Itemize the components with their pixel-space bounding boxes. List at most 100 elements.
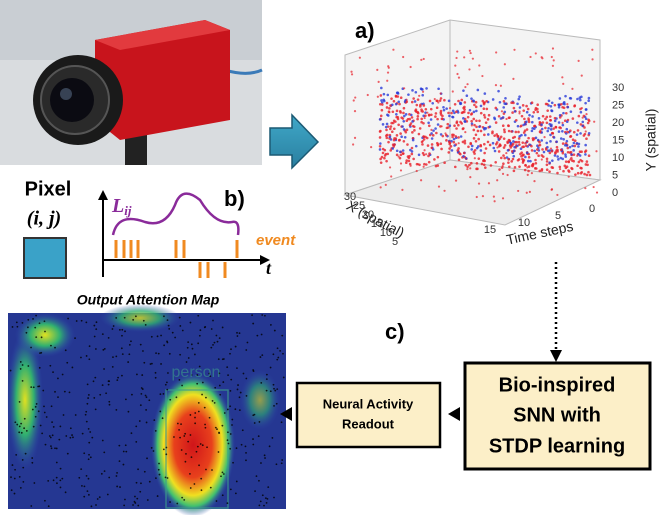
event-point	[589, 174, 592, 177]
event-dot	[227, 409, 229, 411]
event-dot	[44, 500, 46, 502]
event-dot	[235, 346, 237, 348]
event-dot	[19, 476, 21, 478]
event-dot	[44, 331, 46, 333]
event-dot	[43, 405, 45, 407]
event-dot	[227, 439, 229, 441]
event-dot	[33, 386, 35, 388]
event-dot	[108, 380, 110, 382]
event-point	[579, 96, 582, 99]
event-dot	[119, 486, 121, 488]
event-dot	[176, 503, 178, 505]
event-point	[380, 115, 383, 118]
event-point	[486, 108, 489, 111]
event-dot	[21, 432, 23, 434]
event-point	[432, 134, 435, 137]
event-point	[498, 115, 501, 118]
event-point	[588, 154, 591, 157]
event-point	[441, 125, 443, 127]
event-point	[418, 95, 420, 97]
event-point	[411, 147, 414, 150]
event-dot	[281, 462, 283, 464]
event-dot	[276, 403, 278, 405]
event-point	[402, 117, 405, 120]
event-point	[560, 103, 563, 106]
event-point	[523, 118, 526, 121]
y-tick-label: 0	[612, 187, 618, 199]
event-dot	[81, 320, 83, 322]
event-dot	[163, 315, 165, 317]
event-point	[535, 52, 537, 54]
event-dot	[176, 396, 178, 398]
event-point	[577, 145, 580, 148]
event-point	[403, 128, 406, 131]
event-point	[396, 149, 399, 152]
event-point	[480, 112, 483, 115]
event-dot	[267, 486, 269, 488]
event-dot	[258, 480, 260, 482]
event-dot	[88, 458, 90, 460]
event-point	[407, 118, 410, 121]
event-point	[382, 98, 385, 101]
event-point	[454, 65, 456, 67]
event-dot	[56, 482, 58, 484]
event-dot	[196, 451, 198, 453]
event-dot	[219, 385, 221, 387]
event-point	[526, 140, 529, 143]
event-point	[541, 158, 543, 160]
event-dot	[51, 405, 53, 407]
event-point	[478, 125, 481, 128]
event-point	[402, 112, 405, 115]
event-point	[448, 143, 451, 146]
event-point	[454, 135, 457, 138]
event-point	[420, 110, 422, 112]
pixel-coord: (i, j)	[27, 208, 61, 230]
event-dot	[209, 417, 211, 419]
event-point	[556, 146, 559, 149]
event-point	[421, 88, 424, 91]
event-point	[469, 50, 471, 52]
event-dot	[20, 487, 22, 489]
event-point	[579, 99, 582, 102]
event-dot	[109, 404, 111, 406]
event-dot	[231, 419, 233, 421]
event-dot	[159, 393, 161, 395]
event-dot	[218, 432, 220, 434]
event-point	[540, 123, 543, 126]
event-point	[459, 102, 462, 105]
event-point	[556, 172, 559, 175]
event-dot	[80, 357, 82, 359]
event-dot	[62, 374, 64, 376]
event-dot	[252, 323, 254, 325]
event-point	[566, 144, 569, 147]
event-dot	[264, 315, 266, 317]
event-point	[562, 83, 564, 85]
event-point	[531, 149, 534, 152]
event-point	[567, 106, 570, 109]
event-point	[467, 112, 470, 115]
event-dot	[266, 374, 268, 376]
event-point	[483, 143, 486, 146]
event-point	[448, 115, 451, 118]
event-dot	[49, 435, 51, 437]
event-dot	[86, 475, 88, 477]
event-point	[398, 139, 401, 142]
event-point	[568, 170, 571, 173]
event-point	[536, 111, 539, 114]
event-dot	[88, 442, 90, 444]
event-point	[535, 162, 538, 165]
event-point	[478, 182, 480, 184]
event-point	[548, 99, 551, 102]
event-point	[443, 109, 446, 112]
event-dot	[123, 464, 125, 466]
event-dot	[118, 445, 120, 447]
event-point	[412, 97, 415, 100]
event-point	[484, 116, 487, 119]
event-point	[422, 140, 424, 142]
event-dot	[116, 379, 118, 381]
event-dot	[146, 457, 148, 459]
event-point	[565, 112, 568, 115]
event-point	[514, 110, 517, 113]
event-point	[378, 81, 380, 83]
event-point	[440, 92, 442, 94]
